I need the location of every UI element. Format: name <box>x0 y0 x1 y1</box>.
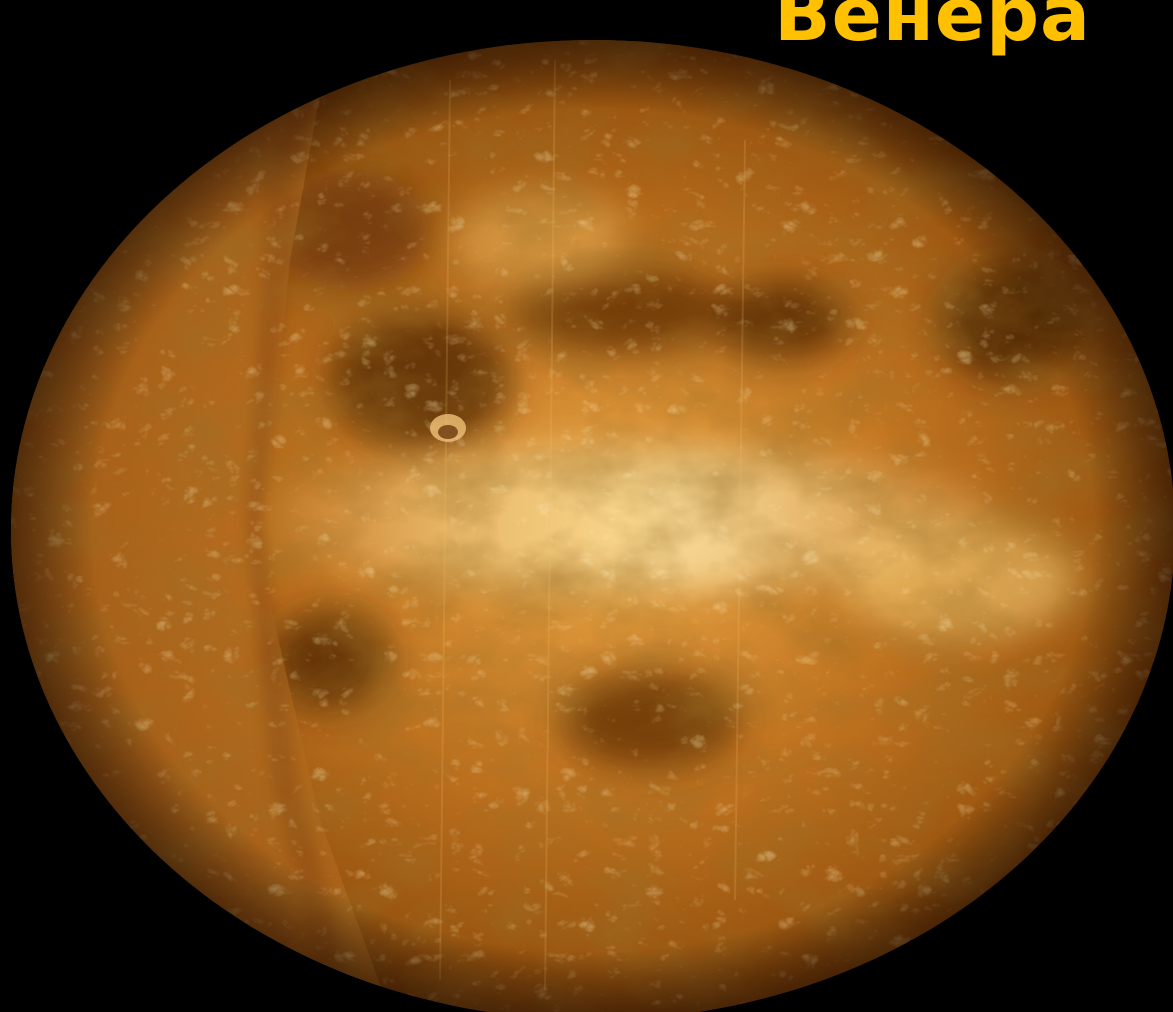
slide-title: Венера <box>774 0 1091 58</box>
